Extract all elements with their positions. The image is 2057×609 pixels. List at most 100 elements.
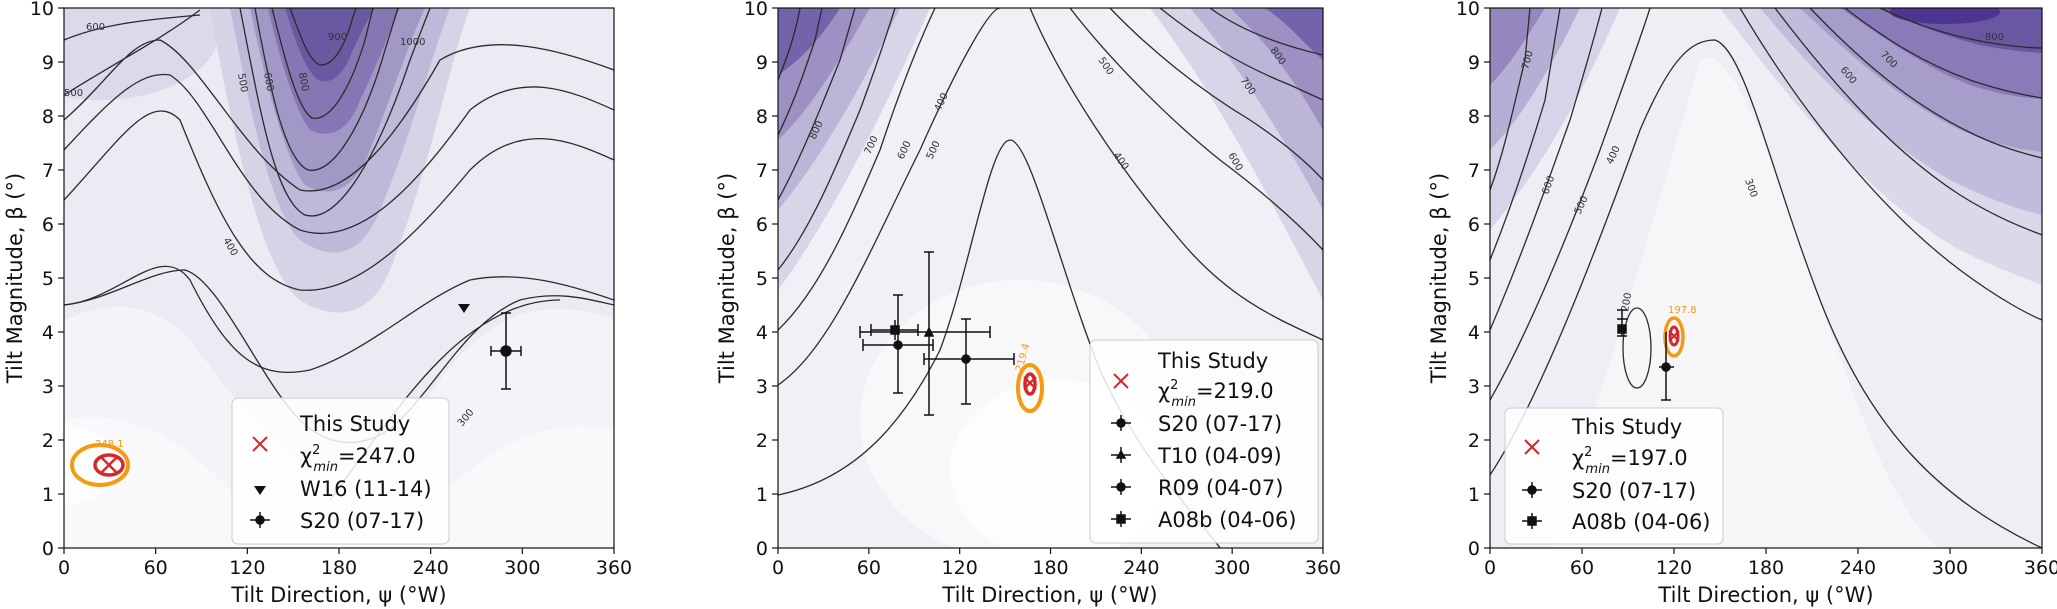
minimum-marker <box>1023 376 1037 390</box>
x-axis: 0 60 120 180 240 300 360 <box>58 548 632 579</box>
y-axis-label: Tilt Magnitude, β (°) <box>3 173 27 384</box>
contour-label: 600 <box>86 22 105 33</box>
y-tick-label: 4 <box>756 322 768 344</box>
y-tick-label: 7 <box>1468 160 1480 182</box>
legend-label: A08b (04-06) <box>1158 508 1297 532</box>
x-axis-label: Tilt Direction, ψ (°W) <box>941 583 1157 607</box>
contour-label: 600 <box>261 72 275 93</box>
y-tick-label: 3 <box>42 376 54 398</box>
point-s20 <box>923 318 1015 405</box>
x-tick-label: 0 <box>1484 557 1496 579</box>
panel-3: 700 600 500 400 300 200 600 700 800 197.… <box>1427 0 2057 607</box>
legend-label: This Study <box>1571 415 1682 439</box>
x-tick-label: 240 <box>1840 557 1876 579</box>
legend-label: R09 (04-07) <box>1158 476 1283 500</box>
legend-marker-r09 <box>1111 479 1131 495</box>
x-tick-label: 240 <box>413 557 449 579</box>
minimum-marker <box>100 456 118 474</box>
y-tick-label: 1 <box>42 484 54 506</box>
point-s20 <box>490 312 522 390</box>
x-axis: 0 60 120 180 240 300 360 <box>772 548 1341 579</box>
x-tick-label: 180 <box>321 557 357 579</box>
chi2-region: 248.1 <box>70 439 130 487</box>
y-tick-label: 1 <box>1468 484 1480 506</box>
point-a08b <box>870 320 919 340</box>
panel-2: 500 600 700 800 400 500 400 600 700 800 … <box>715 0 1341 607</box>
legend-label: This Study <box>1157 349 1268 373</box>
legend-chi: χ2 min=219.0 <box>1158 378 1274 410</box>
y-tick-label: 9 <box>756 52 768 74</box>
y-tick-label: 3 <box>1468 376 1480 398</box>
x-tick-label: 120 <box>229 557 265 579</box>
legend-3: This Study χ2 min=197.0 S20 (07-17) A08b … <box>1504 407 1724 545</box>
y-tick-label: 5 <box>1468 268 1480 290</box>
minimum-marker <box>1668 330 1680 342</box>
point-a08b <box>1617 309 1628 337</box>
legend-chi: χ2 min=247.0 <box>300 443 416 475</box>
y-tick-label: 4 <box>42 322 54 344</box>
chi2-region: 197.8 <box>1663 305 1697 358</box>
contour-lines <box>1490 8 2042 548</box>
legend-marker-this-study <box>1524 439 1540 455</box>
x-tick-label: 360 <box>596 557 632 579</box>
y-tick-label: 8 <box>1468 106 1480 128</box>
contour-label: 197.8 <box>1668 305 1697 316</box>
point-s20 <box>1659 332 1674 401</box>
y-tick-label: 9 <box>1468 52 1480 74</box>
x-tick-label: 300 <box>504 557 540 579</box>
legend-marker-this-study <box>252 436 268 452</box>
y-tick-label: 7 <box>42 160 54 182</box>
legend-marker-this-study <box>1113 373 1129 389</box>
legend-label: S20 (07-17) <box>1158 412 1282 436</box>
x-tick-label: 60 <box>144 557 168 579</box>
contour-label: 500 <box>235 73 249 94</box>
chi2-region: 219.4 <box>1014 342 1044 413</box>
y-tick-label: 10 <box>30 0 54 20</box>
legend-marker-t10 <box>1111 447 1131 463</box>
y-tick-label: 9 <box>42 52 54 74</box>
contour-label: 700 <box>1520 49 1536 70</box>
x-tick-label: 300 <box>1214 557 1250 579</box>
y-axis-label: Tilt Magnitude, β (°) <box>715 173 739 384</box>
x-tick-label: 300 <box>1932 557 1968 579</box>
y-axis: 0 1 2 3 4 5 6 7 8 9 10 <box>30 0 64 560</box>
legend-label: T10 (04-09) <box>1157 444 1282 468</box>
legend-marker-a08b <box>1111 511 1131 527</box>
contour-lines <box>778 8 1323 548</box>
x-axis-label: Tilt Direction, ψ (°W) <box>1657 583 1873 607</box>
y-tick-label: 0 <box>1468 538 1480 560</box>
x-tick-label: 360 <box>1305 557 1341 579</box>
y-tick-label: 2 <box>1468 430 1480 452</box>
legend-label: W16 (11-14) <box>300 477 432 501</box>
legend-chi: χ2 min=197.0 <box>1572 445 1688 477</box>
x-tick-label: 240 <box>1123 557 1159 579</box>
contour-label: 800 <box>296 72 310 93</box>
contour-label: 500 <box>64 88 83 99</box>
point-r09 <box>862 294 934 394</box>
x-tick-label: 120 <box>1656 557 1692 579</box>
contour-label: 800 <box>1985 32 2004 43</box>
legend-label: S20 (07-17) <box>300 509 424 533</box>
x-axis-label: Tilt Direction, ψ (°W) <box>230 583 446 607</box>
legend-marker-w16 <box>254 486 266 495</box>
point-t10 <box>859 251 991 416</box>
x-tick-label: 60 <box>1570 557 1594 579</box>
legend-marker-s20 <box>1522 482 1542 498</box>
y-tick-label: 7 <box>756 160 768 182</box>
x-axis: 0 60 120 180 240 300 360 <box>1484 548 2057 579</box>
y-tick-label: 6 <box>1468 214 1480 236</box>
legend-label: S20 (07-17) <box>1572 479 1696 503</box>
data-points <box>859 251 1015 416</box>
point-w16 <box>458 304 470 313</box>
x-tick-label: 0 <box>772 557 784 579</box>
legend-marker-s20 <box>250 512 270 528</box>
x-tick-label: 180 <box>1032 557 1068 579</box>
data-points <box>458 304 522 390</box>
legend-marker-a08b <box>1522 513 1542 529</box>
contour-label: 900 <box>328 32 347 43</box>
y-tick-label: 6 <box>42 214 54 236</box>
y-tick-label: 0 <box>756 538 768 560</box>
y-axis-label: Tilt Magnitude, β (°) <box>1427 173 1451 384</box>
legend-label: A08b (04-06) <box>1572 510 1711 534</box>
